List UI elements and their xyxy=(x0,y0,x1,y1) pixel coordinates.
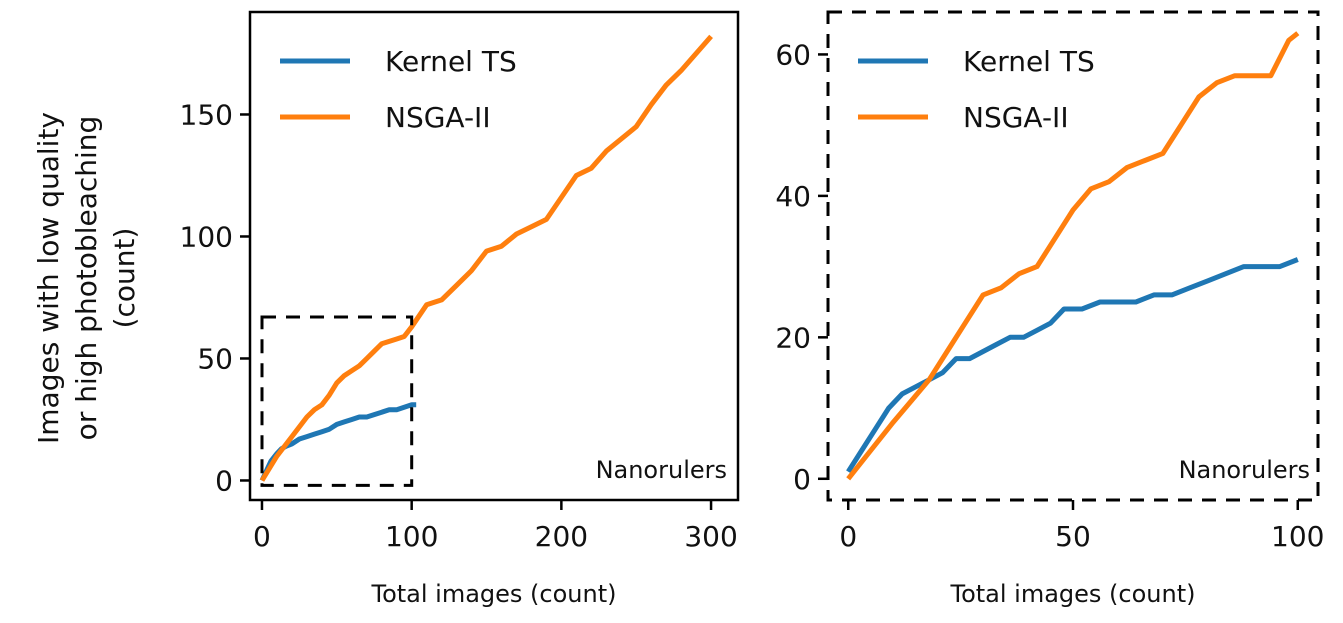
left-y-tick-label: 50 xyxy=(197,342,233,375)
right-series-group xyxy=(846,31,1300,481)
left-legend: Kernel TS NSGA-II xyxy=(280,45,517,134)
left-legend-label-kernel-ts: Kernel TS xyxy=(385,45,517,78)
panel-right: 0 50 100 0 20 40 60 Total images (count) Kern… xyxy=(775,10,1324,608)
right-plot-frame xyxy=(826,10,1320,502)
left-annotation: Nanorulers xyxy=(596,456,727,484)
right-series-line-nsga-ii xyxy=(846,31,1300,481)
right-series-line-kernel-ts xyxy=(846,257,1299,474)
right-annotation: Nanorulers xyxy=(1179,456,1310,484)
right-legend: Kernel TS NSGA-II xyxy=(858,45,1095,134)
left-x-ticks: 0 100 200 300 xyxy=(253,500,738,553)
left-y-tick-label: 150 xyxy=(180,98,233,131)
right-legend-label-kernel-ts: Kernel TS xyxy=(963,45,1095,78)
y-axis-title-line-1: Images with low quality xyxy=(32,112,65,444)
y-axis-title: Images with low quality or high photoble… xyxy=(32,112,141,444)
right-y-tick-label: 60 xyxy=(775,38,811,71)
right-y-tick-label: 20 xyxy=(775,321,811,354)
y-axis-title-line-3: (count) xyxy=(108,228,141,329)
left-x-tick-label: 200 xyxy=(535,520,588,553)
left-series-line-nsga-ii xyxy=(259,34,713,482)
right-x-tick-label: 100 xyxy=(1271,520,1324,553)
left-y-tick-label: 0 xyxy=(215,464,233,497)
left-x-tick-label: 300 xyxy=(684,520,737,553)
right-x-tick-label: 0 xyxy=(839,520,857,553)
left-y-tick-label: 100 xyxy=(180,220,233,253)
left-y-ticks: 0 50 100 150 xyxy=(180,98,250,497)
right-x-ticks: 0 50 100 xyxy=(839,500,1324,553)
right-x-tick-label: 50 xyxy=(1055,520,1091,553)
right-legend-label-nsga-ii: NSGA-II xyxy=(963,101,1069,134)
left-legend-label-nsga-ii: NSGA-II xyxy=(385,101,491,134)
right-x-axis-title: Total images (count) xyxy=(949,580,1195,608)
panel-left: 0 100 200 300 0 50 100 150 Total images (count… xyxy=(180,10,740,608)
left-x-tick-label: 100 xyxy=(385,520,438,553)
left-x-axis-title: Total images (count) xyxy=(370,580,616,608)
right-y-tick-label: 40 xyxy=(775,180,811,213)
left-zoom-box xyxy=(260,315,414,487)
y-axis-title-line-2: or high photobleaching xyxy=(70,116,103,441)
left-series-group xyxy=(259,34,713,482)
right-y-ticks: 0 20 40 60 xyxy=(775,38,828,496)
right-y-tick-label: 0 xyxy=(793,463,811,496)
left-x-tick-label: 0 xyxy=(253,520,271,553)
left-plot-frame xyxy=(248,10,740,502)
